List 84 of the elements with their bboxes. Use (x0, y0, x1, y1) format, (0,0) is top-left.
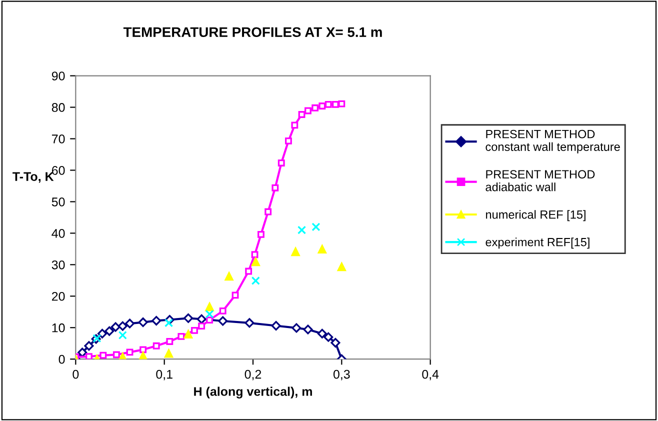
point (224, 272, 234, 281)
point (304, 107, 312, 114)
point (218, 316, 228, 326)
point (206, 316, 214, 324)
point (337, 262, 346, 272)
point (104, 326, 114, 336)
y-tick-label: 60 (52, 166, 65, 175)
point (110, 322, 120, 332)
chart-title: TEMPERATURE PROFILES AT X= 5.1 m (123, 27, 382, 38)
legend-label: experiment REF[15] (486, 238, 590, 249)
point (332, 100, 339, 108)
x-tick-label: 0,4 (422, 370, 439, 380)
point (291, 122, 298, 129)
point (251, 251, 258, 258)
point (297, 226, 306, 234)
point (138, 318, 148, 328)
point (138, 352, 148, 360)
point (205, 302, 214, 312)
point (196, 314, 206, 324)
legend-label: PRESENT METHOD adiabatic wall (486, 170, 595, 192)
point (118, 321, 128, 331)
point (312, 104, 319, 112)
point (284, 137, 292, 144)
x-axis-title: H (along vertical), m (194, 386, 312, 398)
point (205, 310, 214, 318)
point (244, 318, 254, 328)
point (292, 323, 302, 333)
point (166, 338, 174, 345)
point (324, 332, 334, 342)
y-tick-label: 10 (52, 323, 65, 332)
point (330, 338, 340, 348)
y-tick-label: 70 (52, 134, 65, 144)
point (126, 348, 134, 356)
x-tick-label: 0,1 (156, 370, 172, 380)
point (178, 332, 185, 340)
x-tick-label: 0,3 (333, 370, 350, 380)
point (318, 244, 326, 254)
y-tick-label: 90 (52, 72, 65, 80)
point (84, 341, 94, 351)
y-tick-label: 50 (52, 198, 65, 206)
legend-label: numerical REF [15] (486, 210, 586, 222)
point (124, 318, 135, 328)
point (303, 324, 313, 334)
y-tick-label: 40 (52, 228, 65, 238)
point (152, 342, 160, 350)
point (271, 320, 281, 331)
y-tick-label: 20 (52, 292, 65, 301)
point (118, 330, 127, 340)
point (232, 292, 239, 299)
point (140, 346, 147, 354)
point (78, 348, 88, 358)
x-tick-label: 0,2 (244, 370, 262, 380)
point (264, 208, 272, 216)
point (317, 328, 327, 338)
point (112, 351, 120, 358)
point (245, 268, 252, 275)
x-tick-label: 0 (72, 370, 79, 379)
legend-label: PRESENT METHOD constant wall temperature (486, 130, 620, 154)
point (191, 326, 198, 334)
point (98, 328, 108, 338)
point (164, 349, 174, 358)
point (219, 307, 226, 314)
point (85, 353, 92, 360)
point (278, 160, 285, 166)
point (338, 100, 346, 108)
point (318, 102, 326, 110)
y-tick-label: 0 (58, 354, 65, 364)
point (100, 352, 107, 359)
point (251, 258, 260, 266)
point (272, 184, 279, 192)
point (258, 230, 264, 238)
point (164, 318, 174, 328)
point (312, 222, 320, 232)
y-tick-label: 30 (52, 260, 65, 270)
point (198, 322, 206, 330)
point (291, 247, 300, 256)
y-tick-label: 80 (52, 103, 65, 112)
point (324, 100, 332, 108)
point (152, 316, 162, 326)
y-axis-title: T-To, K (12, 172, 54, 183)
point (298, 111, 306, 118)
point (184, 313, 194, 323)
point (184, 330, 193, 339)
point (251, 276, 260, 286)
